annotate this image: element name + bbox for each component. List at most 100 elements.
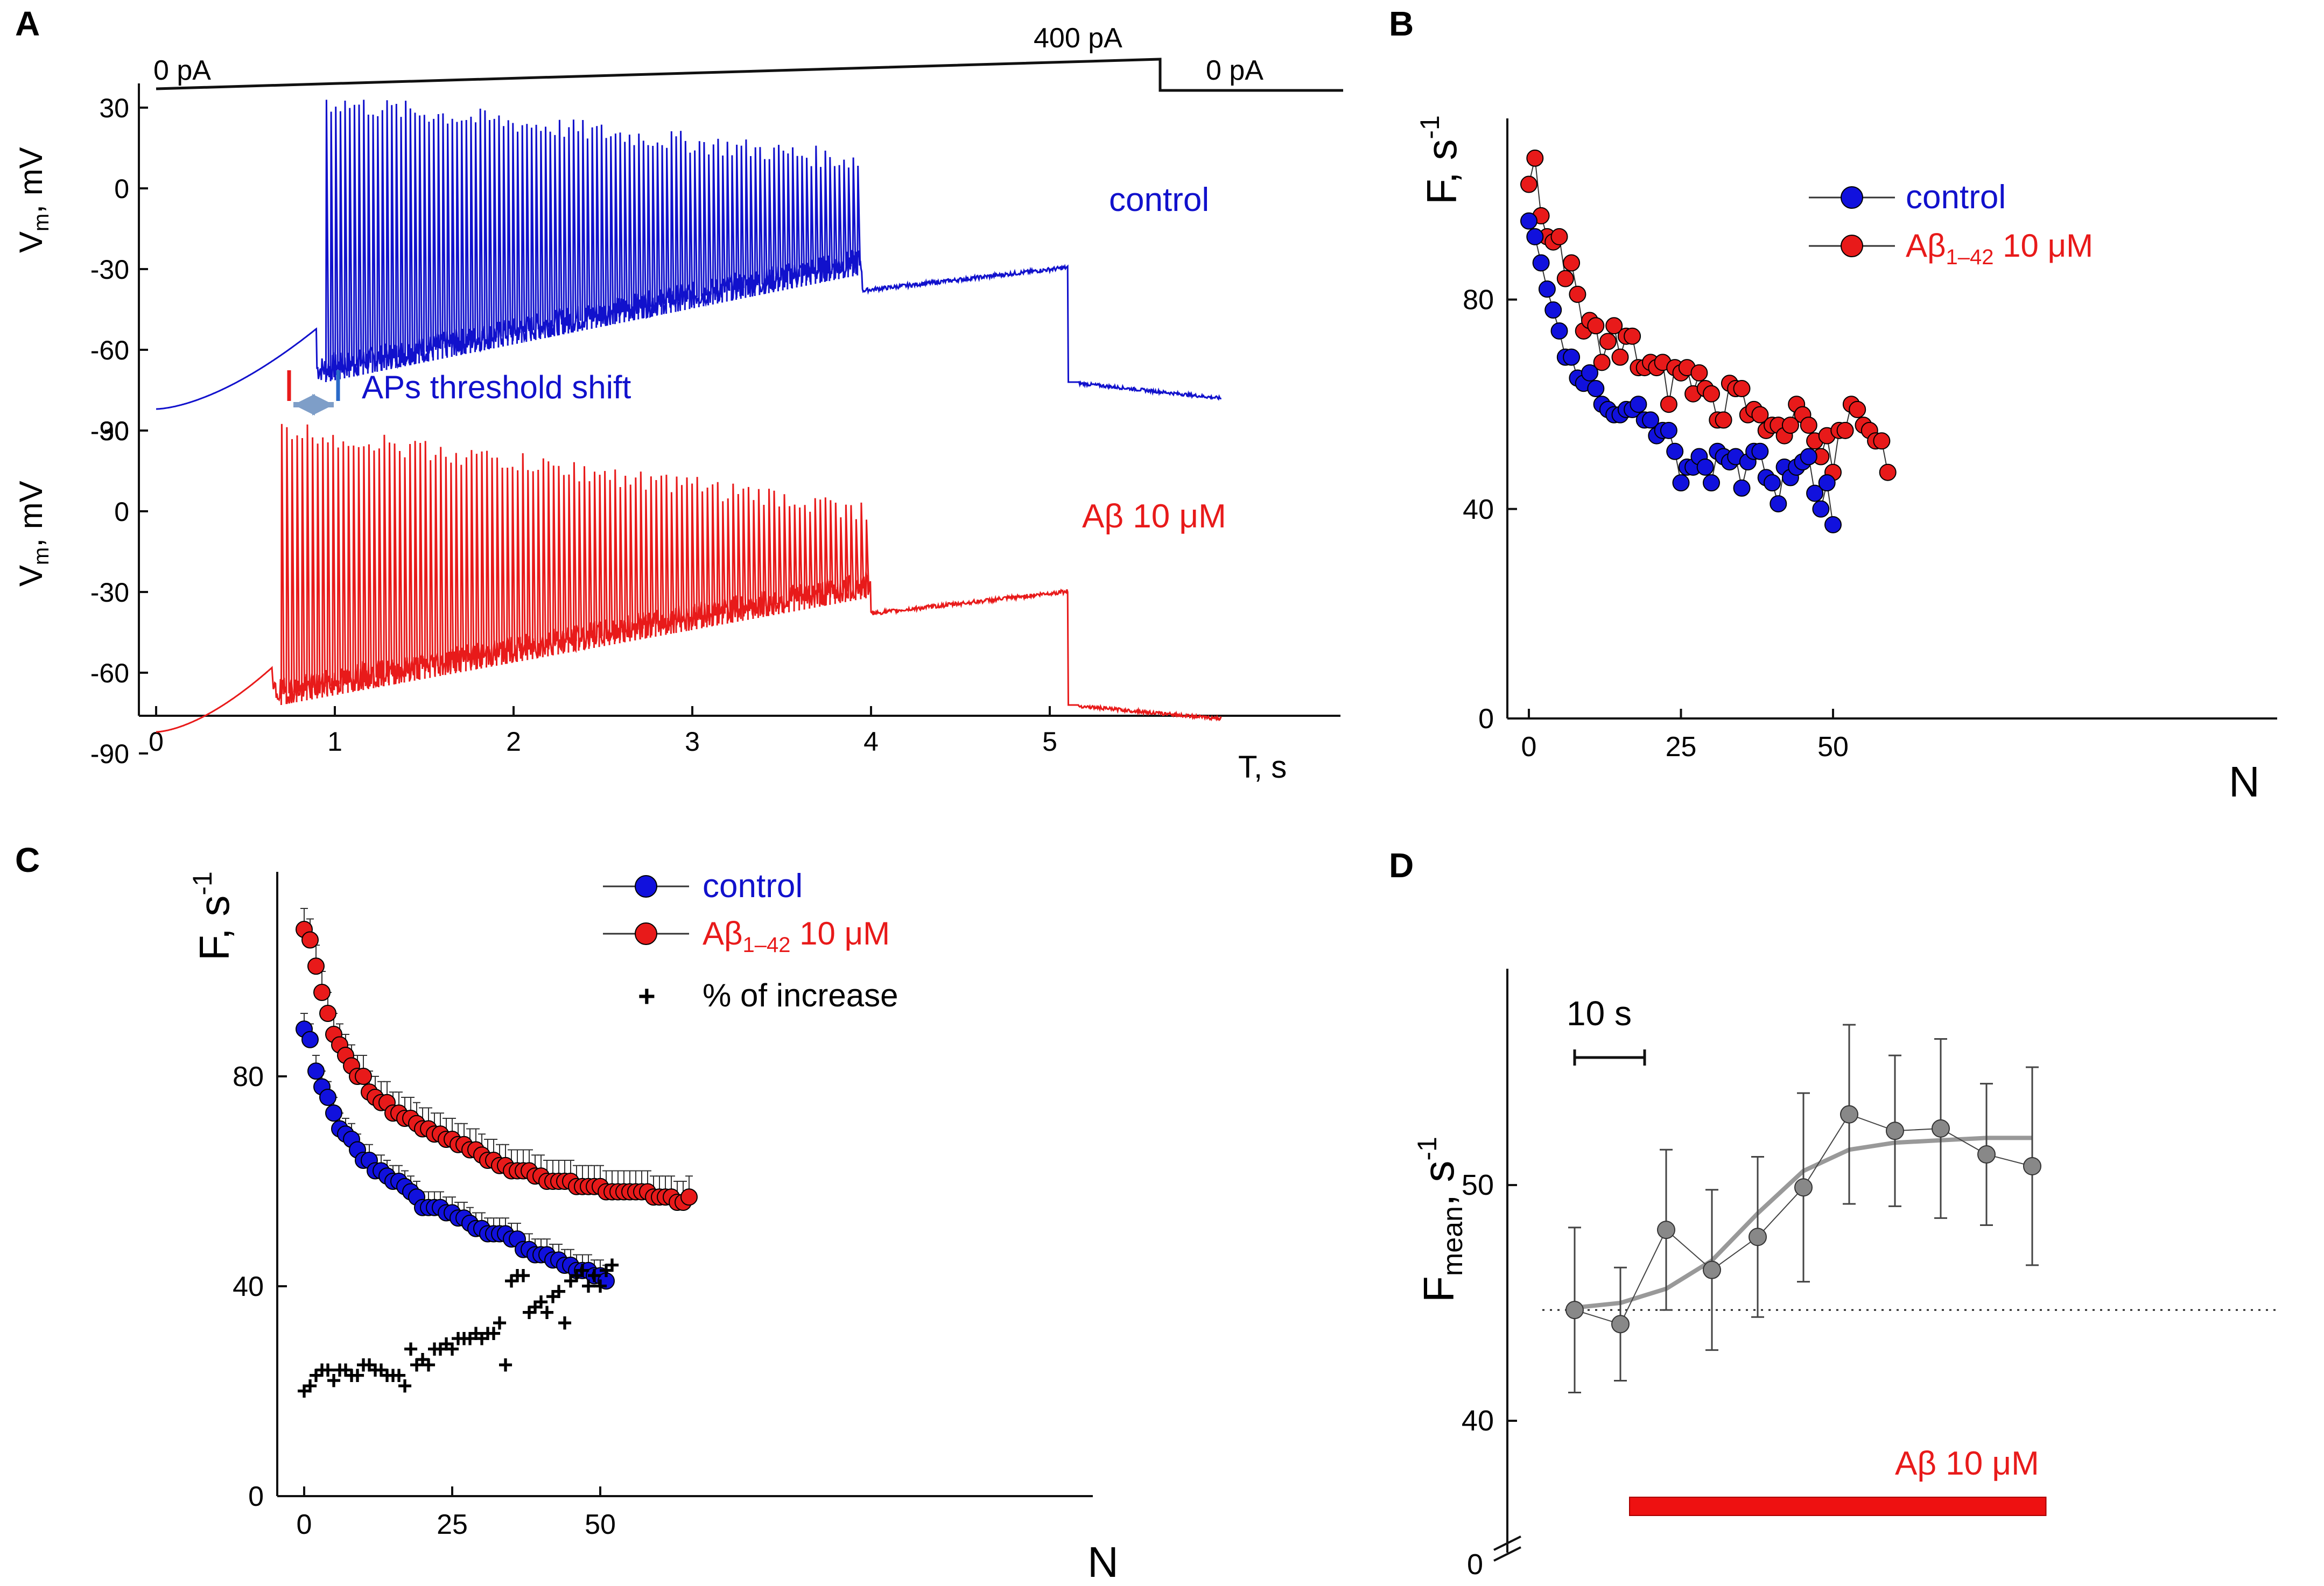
c-point-percent-increase: + [344,1362,359,1390]
c-point-control [325,1104,342,1122]
b-point-control [1642,411,1659,429]
b-point-abeta [1526,149,1544,167]
a-xtick-label: 3 [685,727,700,757]
b-point-abeta [1556,270,1574,287]
c-point-percent-increase: + [303,1372,318,1400]
b-point-control [1751,442,1769,460]
b-point-control [1824,516,1842,533]
c-point-abeta [319,1005,336,1022]
b-point-control [1526,228,1544,245]
c-point-percent-increase: + [504,1267,519,1295]
panel-b-legend: control Aβ1–42 10 μM [1809,179,2093,269]
c-point-percent-increase: + [338,1356,353,1385]
d-point [1611,1315,1630,1334]
a-ytick-label-bottom: -60 [90,658,129,688]
panel-b-ylabel: F, s-1 [1415,115,1465,205]
b-point-control [1818,474,1836,492]
c-point-percent-increase: + [522,1299,537,1327]
a-xtick-label: 4 [863,727,879,757]
legend-b-abeta-text: Aβ1–42 10 μM [1906,228,2093,269]
b-point-abeta [1520,175,1537,193]
c-point-percent-increase: + [563,1267,578,1295]
c-point-percent-increase: + [297,1377,312,1406]
a-ytick-label-bottom: 0 [114,497,129,527]
c-point-percent-increase: + [533,1288,549,1316]
b-point-abeta [1605,317,1623,335]
d-point [1840,1105,1858,1124]
d-point [1657,1221,1675,1239]
panel-d-ticks: 40 50 [1462,1169,1517,1437]
c-point-percent-increase: + [557,1309,572,1337]
b-point-control [1550,322,1568,340]
c-point-percent-increase: + [427,1335,442,1364]
c-point-control [598,1272,615,1290]
panel-c-points: ++++++++++++++++++++++++++++++++++++++++… [296,908,698,1406]
b-point-control [1666,442,1684,460]
legend-b-control-text: control [1906,179,2006,216]
c-xtick-label: 25 [437,1509,468,1540]
a-ytick-label-bottom: 30 [99,416,129,446]
b-point-abeta [1587,317,1605,335]
b-point-abeta [1611,348,1629,366]
d-ytick-label: 50 [1462,1169,1494,1201]
d-point [1886,1122,1904,1140]
c-point-percent-increase: + [492,1309,507,1337]
d-point [1749,1228,1767,1246]
c-point-percent-increase: + [308,1362,324,1390]
c-point-percent-increase: + [433,1335,448,1364]
b-point-control [1800,448,1817,466]
c-point-abeta [680,1188,698,1206]
c-point-percent-increase: + [462,1325,478,1354]
b-point-control [1660,421,1677,439]
legend-b-control-marker [1841,186,1863,209]
c-point-percent-increase: + [350,1362,365,1390]
a-xtick-label: 1 [327,727,342,757]
d-point [2023,1157,2041,1175]
c-point-percent-increase: + [474,1325,489,1354]
b-ytick-label: 80 [1463,285,1494,316]
c-point-percent-increase: + [445,1335,460,1364]
panel-b: B 0 40 80 0 25 50 F, s-1 N control Aβ1–42 10 … [1389,4,2277,806]
panel-b-ticks: 0 40 80 0 25 50 [1463,285,1849,763]
b-point-abeta [1873,432,1891,450]
c-point-percent-increase: + [421,1351,436,1379]
d-ytick-label: 40 [1462,1405,1494,1437]
b-point-control [1630,396,1647,413]
b-point-abeta [1599,333,1617,350]
d-point [1703,1260,1721,1279]
a-xtick-label: 5 [1042,727,1057,757]
c-point-percent-increase: + [314,1356,329,1385]
b-point-control [1812,500,1830,518]
c-point-percent-increase: + [528,1293,543,1322]
panel-a: A 0 pA 400 pA 0 pA -90-60-30030-90-60-30… [13,4,1343,785]
legend-c-control-marker [635,875,657,898]
b-point-control [1520,212,1537,230]
c-point-percent-increase: + [451,1325,466,1354]
c-point-control [319,1089,336,1106]
c-point-percent-increase: + [374,1356,389,1385]
panel-d-plot [1542,1024,2277,1393]
panel-d-ylabel: Fmean, s-1 [1412,1137,1469,1302]
legend-b-abeta-marker [1841,235,1863,257]
b-point-control [1733,479,1751,497]
panel-b-xlabel: N [2229,758,2260,806]
c-point-percent-increase: + [605,1251,620,1280]
panel-a-ylabel-bottom: Vm, mV [13,481,53,587]
c-point-percent-increase: + [593,1272,608,1301]
panel-d-axis-break-1 [1493,1535,1521,1551]
c-ytick-label: 0 [248,1481,264,1512]
b-point-abeta [1624,327,1641,345]
d-point [1565,1301,1584,1320]
c-point-percent-increase: + [320,1356,335,1385]
b-point-abeta [1715,411,1732,429]
legend-c-abeta-text: Aβ1–42 10 μM [703,915,890,957]
b-point-abeta [1550,228,1568,245]
c-point-percent-increase: + [332,1356,347,1385]
b-point-control [1532,254,1550,272]
abeta-application-bar [1629,1497,2047,1516]
panel-c-xlabel: N [1087,1538,1119,1586]
b-xtick-label: 50 [1817,731,1849,763]
legend-c-plus-marker: + [638,979,656,1013]
b-point-control [1696,458,1714,476]
c-xtick-label: 50 [585,1509,616,1540]
